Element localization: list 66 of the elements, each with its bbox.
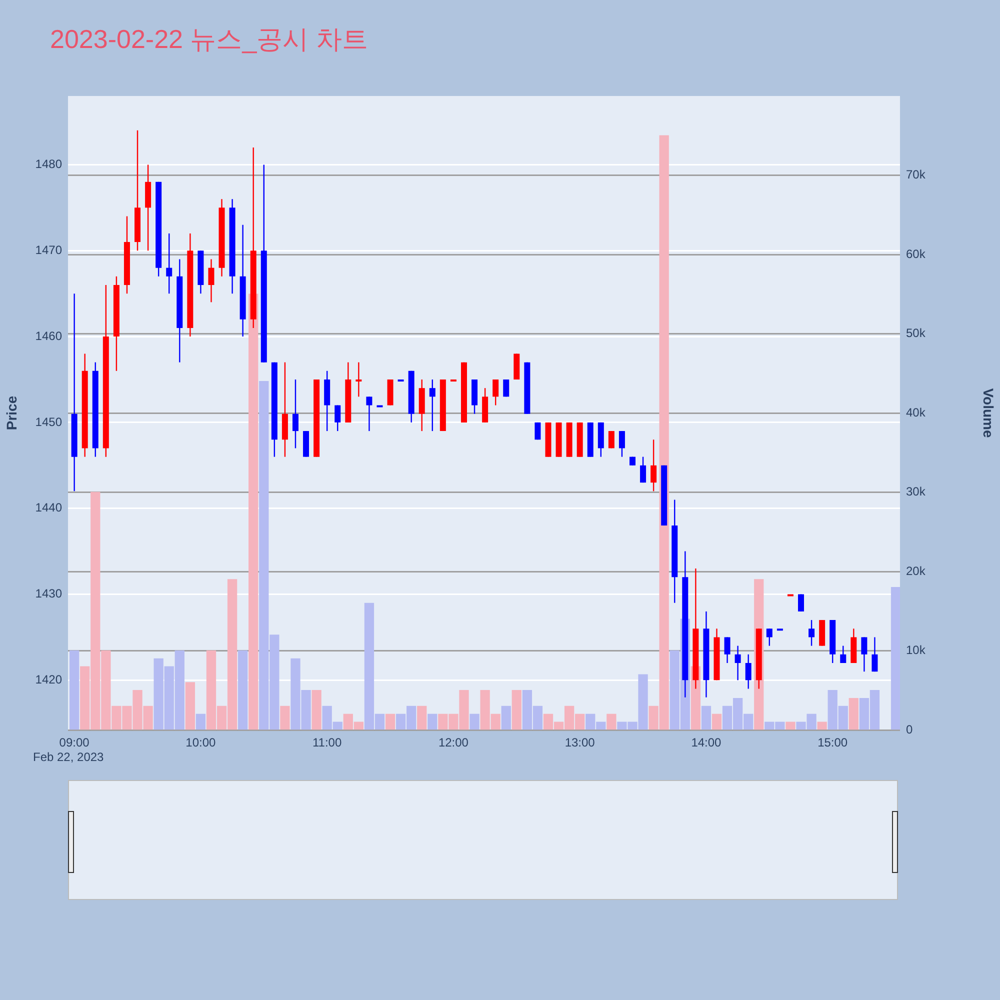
bar bbox=[238, 650, 248, 730]
y2-tick-label: 20k bbox=[906, 564, 926, 578]
candlestick bbox=[840, 645, 846, 664]
x-tick-label: 09:00 bbox=[59, 736, 90, 750]
candlestick bbox=[492, 378, 499, 406]
candlestick bbox=[356, 362, 362, 398]
y2-tick-label: 30k bbox=[906, 484, 926, 499]
candlestick bbox=[724, 636, 730, 664]
y-axis-title: Price bbox=[3, 396, 20, 430]
candlestick bbox=[808, 619, 815, 646]
x-tick-label: 13:00 bbox=[564, 736, 596, 750]
candlestick bbox=[640, 456, 646, 484]
candlestick bbox=[766, 628, 772, 646]
x-tick-label: 11:00 bbox=[312, 736, 342, 750]
candlestick bbox=[608, 430, 614, 449]
candlestick bbox=[734, 645, 741, 681]
y-tick-label: 1420 bbox=[35, 672, 62, 686]
bar bbox=[786, 722, 796, 730]
y2-tick-label: 50k bbox=[906, 326, 926, 340]
bar bbox=[69, 650, 80, 730]
bar bbox=[606, 714, 616, 730]
y-tick-label: 1440 bbox=[35, 500, 62, 515]
y2-tick-label: 60k bbox=[906, 246, 926, 261]
y-tick-label: 1470 bbox=[35, 242, 62, 257]
y2-axis-title: Volume bbox=[980, 388, 997, 438]
candlestick bbox=[872, 636, 878, 672]
bar bbox=[848, 698, 858, 730]
bar bbox=[385, 714, 396, 730]
bar bbox=[512, 690, 522, 730]
bar bbox=[196, 714, 206, 730]
candlestick bbox=[292, 378, 298, 449]
bar bbox=[701, 706, 712, 730]
y-tick-label: 1460 bbox=[35, 328, 62, 343]
bar bbox=[470, 714, 480, 730]
bar bbox=[428, 714, 438, 730]
candlestick bbox=[618, 430, 625, 458]
bar bbox=[501, 706, 511, 730]
candlestick bbox=[208, 258, 214, 303]
bar bbox=[312, 690, 322, 730]
x-tick-label: 15:00 bbox=[818, 736, 848, 750]
candlestick bbox=[166, 232, 172, 294]
candlestick bbox=[366, 396, 372, 432]
candlestick bbox=[745, 654, 752, 690]
candlestick bbox=[650, 439, 657, 492]
text: Feb 22, 2023 bbox=[33, 750, 104, 764]
y2-tick-label: 70k bbox=[906, 168, 926, 182]
chart-title: 2023-02-22 뉴스_공시 차트 bbox=[50, 23, 368, 56]
bar bbox=[417, 706, 427, 730]
bar bbox=[712, 714, 722, 730]
bar bbox=[890, 587, 900, 730]
y2-tick-label: 40k bbox=[906, 405, 926, 420]
y2-tick-label: 10k bbox=[906, 643, 926, 658]
y-tick-label: 1430 bbox=[35, 586, 62, 601]
candlestick bbox=[334, 404, 341, 432]
candlestick bbox=[861, 636, 868, 672]
candlestick bbox=[429, 378, 436, 432]
bar bbox=[280, 706, 290, 730]
y-tick-label: 1450 bbox=[35, 414, 62, 429]
candlestick bbox=[798, 594, 804, 612]
bar bbox=[185, 682, 195, 730]
y-tick-label: 1480 bbox=[35, 157, 62, 172]
x-tick-label: 12:00 bbox=[438, 736, 469, 750]
x-tick-label: 14:00 bbox=[691, 736, 722, 750]
x-tick-label: 10:00 bbox=[186, 736, 216, 750]
bar bbox=[817, 722, 827, 730]
y2-tick-label: 0 bbox=[906, 722, 913, 736]
